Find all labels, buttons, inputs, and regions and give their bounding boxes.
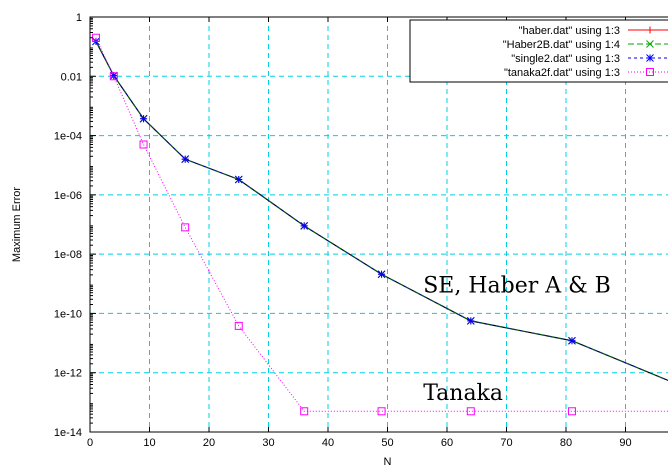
data-point bbox=[568, 336, 576, 345]
tick-labels: 01020304050607080901001e-141e-121e-101e-… bbox=[54, 12, 632, 449]
series-line bbox=[95, 41, 668, 381]
x-tick-label: 30 bbox=[262, 437, 274, 449]
series-line bbox=[95, 37, 668, 412]
data-point bbox=[300, 222, 309, 230]
data-point bbox=[377, 407, 386, 416]
legend-entry: "haber.dat" using 1:3 bbox=[519, 25, 668, 37]
legend-label: "haber.dat" using 1:3 bbox=[519, 25, 620, 37]
legend: "haber.dat" using 1:3 "Haber2B.dat" using… bbox=[409, 19, 668, 83]
x-tick-label: 80 bbox=[560, 437, 572, 449]
x-tick-label: 50 bbox=[381, 437, 393, 449]
data-point bbox=[234, 175, 243, 184]
legend-entry: "Haber2B.dat" using 1:4 bbox=[503, 39, 668, 51]
x-tick-label: 60 bbox=[441, 437, 453, 449]
data-point bbox=[139, 114, 148, 123]
y-tick-label: 0.01 bbox=[61, 71, 82, 83]
data-point bbox=[109, 71, 118, 80]
series-3 bbox=[91, 33, 668, 416]
legend-label: "tanaka2f.dat" using 1:3 bbox=[504, 67, 620, 79]
data-point bbox=[567, 407, 576, 416]
series-line bbox=[95, 41, 668, 382]
y-tick-label: 1e-12 bbox=[54, 368, 82, 380]
x-tick-label: 0 bbox=[87, 437, 93, 449]
data-point bbox=[646, 68, 654, 76]
series-layer bbox=[91, 33, 668, 416]
data-point bbox=[646, 40, 654, 48]
y-tick-label: 1e-04 bbox=[54, 131, 82, 143]
legend-label: "single2.dat" using 1:3 bbox=[511, 53, 620, 65]
data-point bbox=[646, 54, 654, 62]
series-line bbox=[95, 41, 668, 382]
legend-entry: "tanaka2f.dat" using 1:3 bbox=[504, 67, 668, 79]
x-tick-label: 70 bbox=[500, 437, 512, 449]
data-point bbox=[181, 223, 190, 232]
annotations: SE, Haber A & B Tanaka bbox=[423, 274, 611, 406]
legend-box bbox=[409, 19, 668, 83]
x-tick-label: 20 bbox=[203, 437, 215, 449]
y-tick-label: 1e-06 bbox=[54, 190, 82, 202]
y-tick-label: 1 bbox=[76, 12, 82, 24]
annotation: SE, Haber A & B bbox=[423, 274, 611, 299]
y-tick-label: 1e-14 bbox=[54, 427, 82, 439]
annotation: Tanaka bbox=[423, 381, 503, 406]
data-point bbox=[646, 26, 654, 34]
data-point bbox=[139, 140, 148, 149]
axes bbox=[89, 16, 668, 433]
y-tick-label: 1e-08 bbox=[54, 249, 82, 261]
data-point bbox=[377, 270, 386, 279]
x-axis-label: N bbox=[384, 456, 392, 468]
grid bbox=[90, 17, 668, 432]
data-point bbox=[300, 407, 309, 416]
y-axis-label: Maximum Error bbox=[11, 187, 23, 263]
y-tick-label: 1e-10 bbox=[54, 308, 82, 320]
x-tick-label: 90 bbox=[619, 437, 631, 449]
data-point bbox=[466, 317, 475, 325]
data-point bbox=[181, 155, 190, 164]
data-point bbox=[466, 407, 475, 416]
x-tick-label: 10 bbox=[143, 437, 155, 449]
legend-label: "Haber2B.dat" using 1:4 bbox=[503, 39, 620, 51]
x-tick-label: 40 bbox=[322, 437, 334, 449]
plot-frame bbox=[89, 16, 668, 433]
data-point bbox=[109, 72, 118, 81]
legend-entry: "single2.dat" using 1:3 bbox=[511, 53, 668, 65]
data-point bbox=[234, 321, 243, 330]
